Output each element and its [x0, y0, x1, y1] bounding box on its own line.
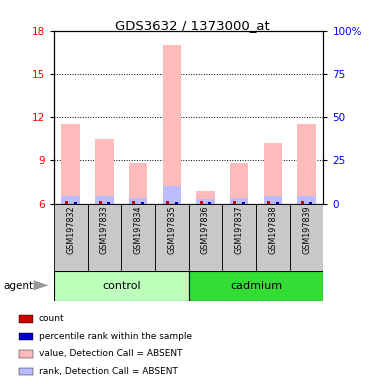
Bar — [196, 199, 215, 204]
Bar — [99, 201, 102, 204]
Bar — [189, 204, 223, 271]
Bar — [233, 201, 236, 204]
Text: cadmium: cadmium — [230, 281, 282, 291]
Bar — [256, 204, 290, 271]
Text: GSM197832: GSM197832 — [66, 205, 75, 254]
Bar — [310, 202, 313, 204]
Text: agent: agent — [4, 281, 34, 291]
Bar — [54, 271, 189, 301]
Bar — [208, 202, 211, 204]
Bar — [74, 202, 77, 204]
Bar — [175, 202, 178, 204]
Text: GSM197837: GSM197837 — [235, 205, 244, 254]
Bar — [19, 315, 33, 323]
Text: GSM197838: GSM197838 — [268, 205, 277, 254]
Bar — [199, 201, 203, 204]
Bar — [62, 124, 80, 204]
Bar — [88, 204, 121, 271]
Bar — [19, 368, 33, 375]
Text: GSM197836: GSM197836 — [201, 205, 210, 254]
Bar — [166, 201, 169, 204]
Bar — [301, 201, 304, 204]
Text: count: count — [39, 314, 65, 323]
Bar — [54, 204, 88, 271]
Text: value, Detection Call = ABSENT: value, Detection Call = ABSENT — [39, 349, 182, 358]
Bar — [230, 198, 248, 204]
Bar — [267, 201, 270, 204]
Text: GSM197833: GSM197833 — [100, 205, 109, 254]
Bar — [95, 196, 114, 204]
Bar — [141, 202, 144, 204]
Bar — [95, 139, 114, 204]
Bar — [19, 333, 33, 340]
Bar — [264, 143, 282, 204]
Text: GSM197835: GSM197835 — [167, 205, 176, 254]
Bar — [132, 201, 135, 204]
Bar — [162, 45, 181, 204]
Bar — [107, 202, 110, 204]
Bar — [223, 204, 256, 271]
Bar — [242, 202, 245, 204]
Bar — [155, 204, 189, 271]
Bar — [230, 163, 248, 204]
Text: GSM197834: GSM197834 — [134, 205, 142, 254]
Text: GSM197839: GSM197839 — [302, 205, 311, 254]
Text: rank, Detection Call = ABSENT: rank, Detection Call = ABSENT — [39, 367, 178, 376]
Text: percentile rank within the sample: percentile rank within the sample — [39, 332, 192, 341]
Polygon shape — [33, 280, 49, 290]
Bar — [264, 196, 282, 204]
Bar — [297, 124, 316, 204]
Bar — [196, 190, 215, 204]
Bar — [129, 163, 147, 204]
Bar — [19, 350, 33, 358]
Bar — [129, 198, 147, 204]
Text: GDS3632 / 1373000_at: GDS3632 / 1373000_at — [115, 19, 270, 32]
Bar — [297, 196, 316, 204]
Bar — [62, 196, 80, 204]
Text: control: control — [102, 281, 141, 291]
Bar — [290, 204, 323, 271]
Bar — [189, 271, 323, 301]
Bar — [162, 186, 181, 204]
Bar — [276, 202, 279, 204]
Bar — [65, 201, 68, 204]
Bar — [121, 204, 155, 271]
